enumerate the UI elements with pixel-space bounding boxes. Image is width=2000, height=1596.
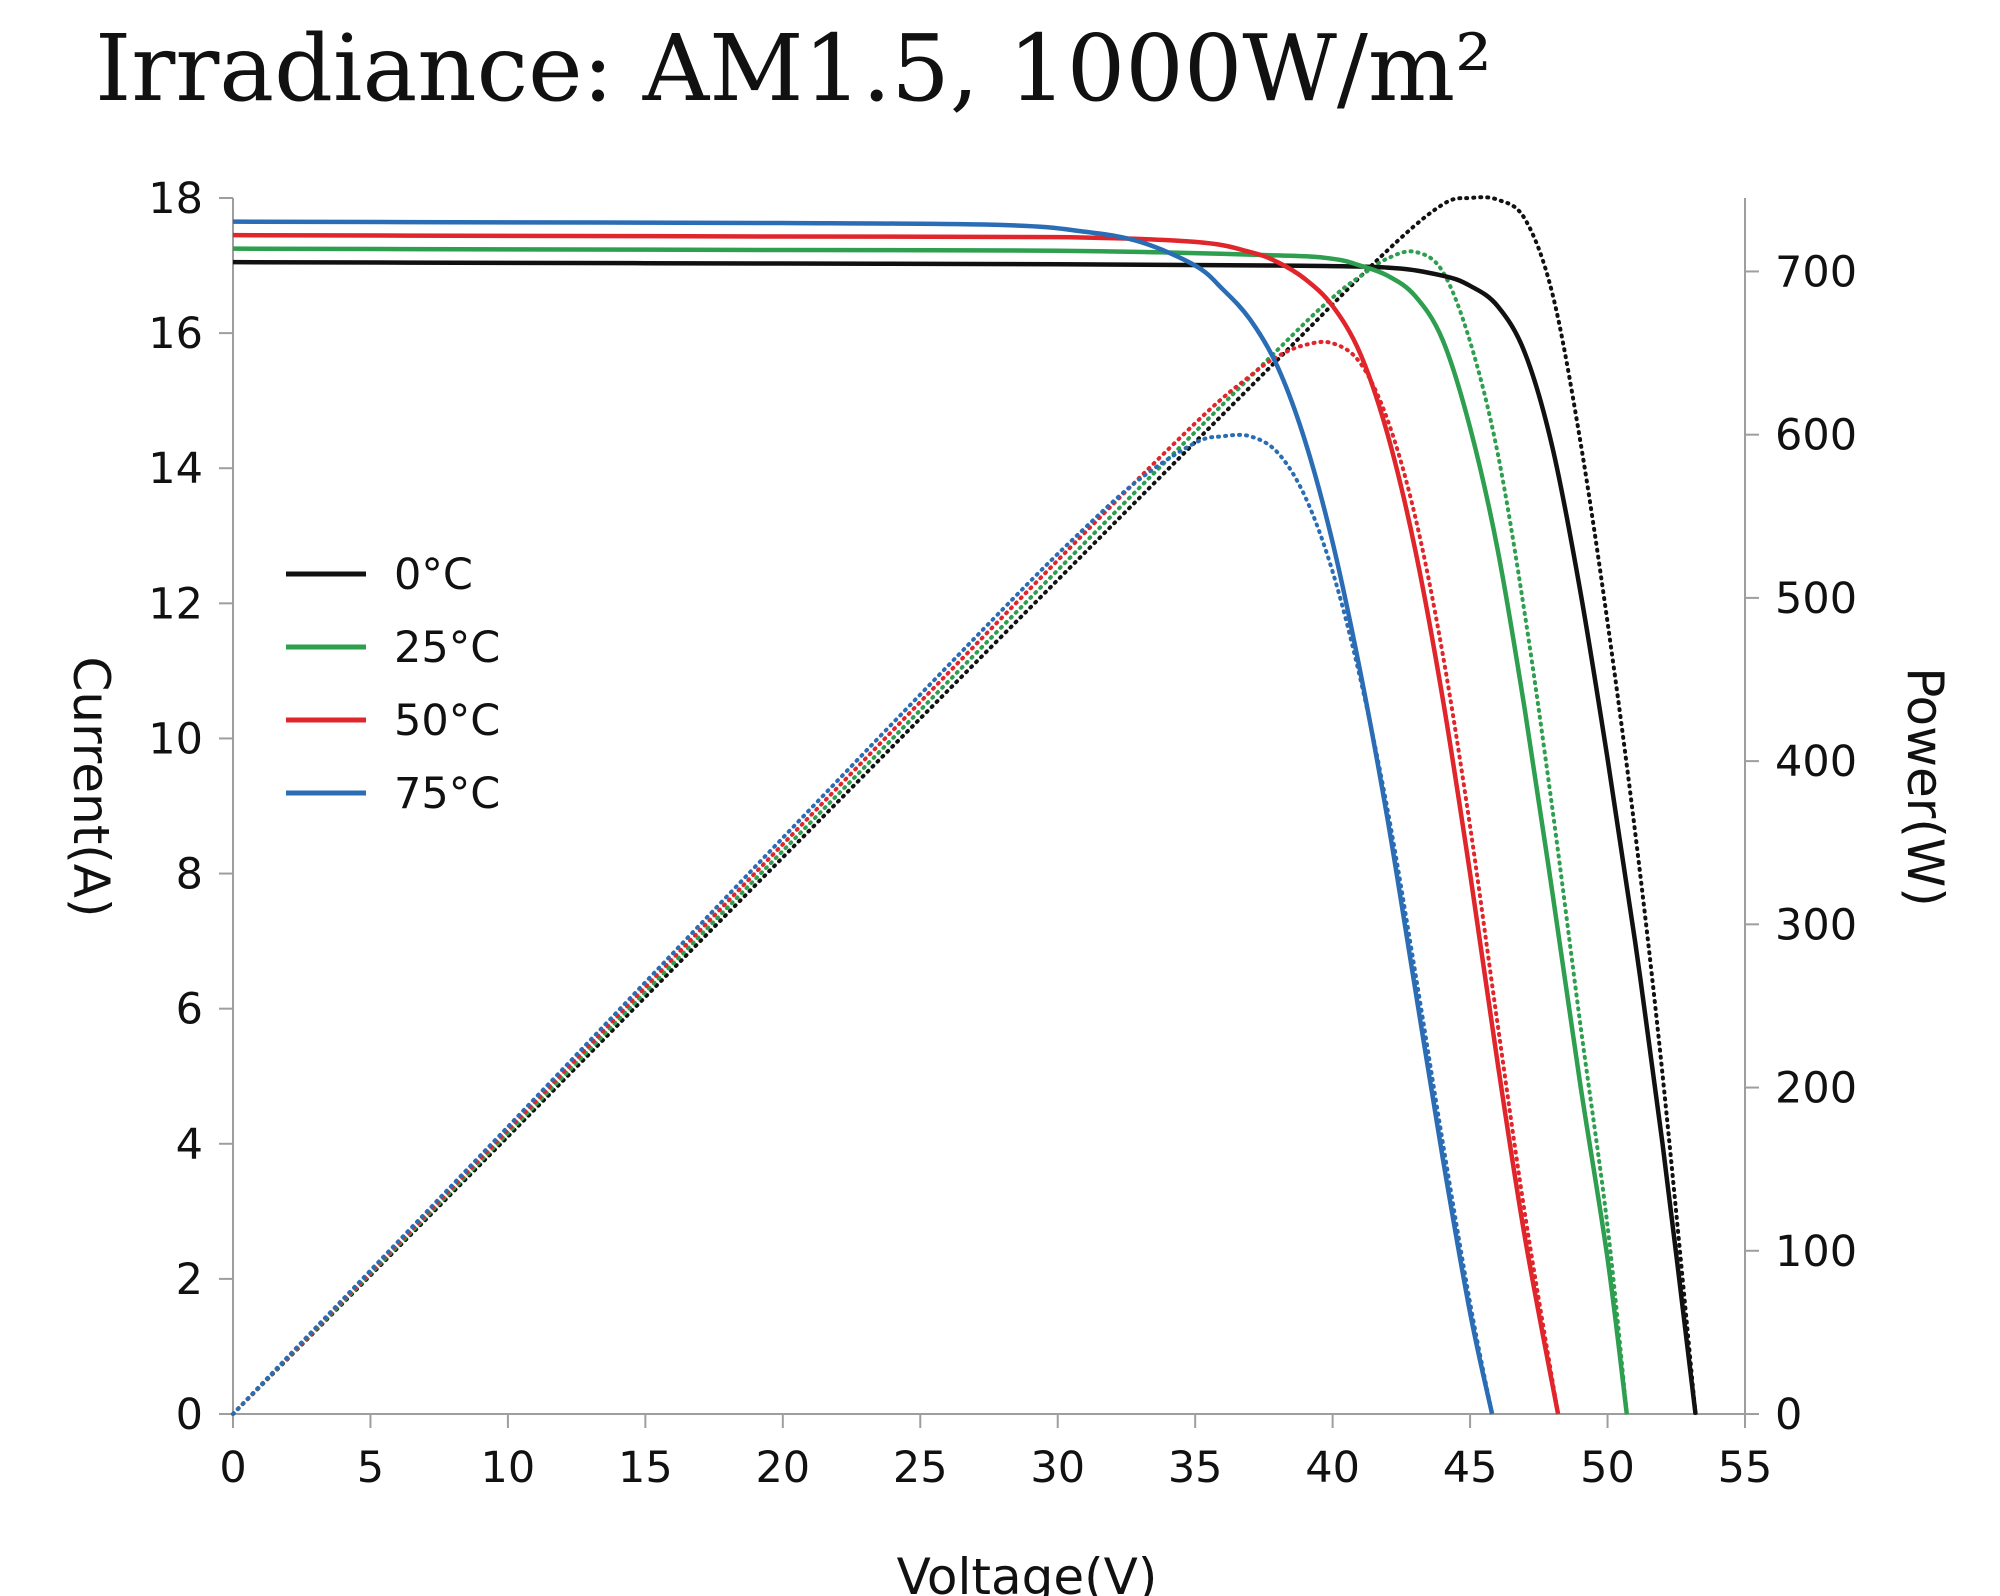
y-tick-label: 18	[148, 174, 203, 224]
x-tick-label: 35	[1168, 1443, 1223, 1493]
power-curves	[231, 195, 1698, 1416]
legend-label: 0°C	[394, 550, 473, 600]
x-tick-label: 25	[893, 1443, 948, 1493]
y2-tick-label: 300	[1775, 900, 1857, 950]
y-tick-label: 6	[176, 985, 203, 1035]
legend-label: 25°C	[394, 623, 500, 673]
y-axis-label: Current(A)	[62, 656, 120, 917]
current-curve-0c	[232, 259, 1698, 1415]
x-tick-label: 0	[219, 1443, 246, 1493]
x-tick-label: 30	[1030, 1443, 1085, 1493]
power-curve-0c	[231, 195, 1698, 1416]
x-tick-label: 5	[357, 1443, 384, 1493]
y2-ticks: 0 100 200 300 400 500 600 700	[1745, 247, 1857, 1440]
legend-item: 75°C	[286, 769, 500, 819]
y-tick-label: 12	[148, 579, 203, 629]
y2-tick-label: 500	[1775, 574, 1857, 624]
legend-item: 50°C	[286, 696, 500, 746]
legend-label: 75°C	[394, 769, 500, 819]
y-tick-label: 8	[176, 850, 203, 900]
y-tick-label: 14	[148, 444, 203, 494]
legend-item: 25°C	[286, 623, 500, 673]
legend-item: 0°C	[286, 550, 473, 600]
power-curve-25c	[231, 249, 1629, 1416]
y2-tick-label: 400	[1775, 737, 1857, 787]
axes	[232, 198, 1746, 1415]
y2-axis-label: Power(W)	[1896, 667, 1954, 907]
y2-tick-label: 700	[1775, 247, 1857, 297]
power-curve-75c	[231, 432, 1495, 1416]
x-tick-label: 15	[618, 1443, 673, 1493]
power-curve-50c	[231, 339, 1561, 1416]
x-tick-label: 20	[755, 1443, 810, 1493]
legend-label: 50°C	[394, 696, 500, 746]
x-tick-label: 45	[1443, 1443, 1498, 1493]
y2-tick-label: 0	[1775, 1390, 1802, 1440]
current-curve-75c	[232, 219, 1495, 1415]
y-tick-label: 4	[176, 1120, 203, 1170]
y2-tick-label: 600	[1775, 411, 1857, 461]
x-axis-label: Voltage(V)	[897, 1548, 1158, 1596]
y-tick-label: 0	[176, 1390, 203, 1440]
y2-tick-label: 200	[1775, 1064, 1857, 1114]
y-tick-label: 2	[176, 1255, 203, 1305]
y-ticks: 0 2 4 6 8 10 12 14 16 18	[148, 174, 233, 1440]
chart-title: Irradiance: AM1.5, 1000W/m²	[95, 15, 1492, 122]
current-curve-25c	[232, 246, 1630, 1415]
x-ticks: 0 5 10 15 20 25 30 35 40 45 50 55	[219, 1414, 1772, 1493]
y2-tick-label: 100	[1775, 1227, 1857, 1277]
current-curves	[232, 219, 1698, 1415]
current-curve-50c	[232, 232, 1561, 1415]
x-tick-label: 50	[1580, 1443, 1635, 1493]
y-tick-label: 16	[148, 309, 203, 359]
x-tick-label: 55	[1718, 1443, 1773, 1493]
y-tick-label: 10	[148, 714, 203, 764]
legend: 0°C 25°C 50°C 75°C	[286, 550, 500, 819]
x-tick-label: 10	[481, 1443, 536, 1493]
x-tick-label: 40	[1305, 1443, 1360, 1493]
